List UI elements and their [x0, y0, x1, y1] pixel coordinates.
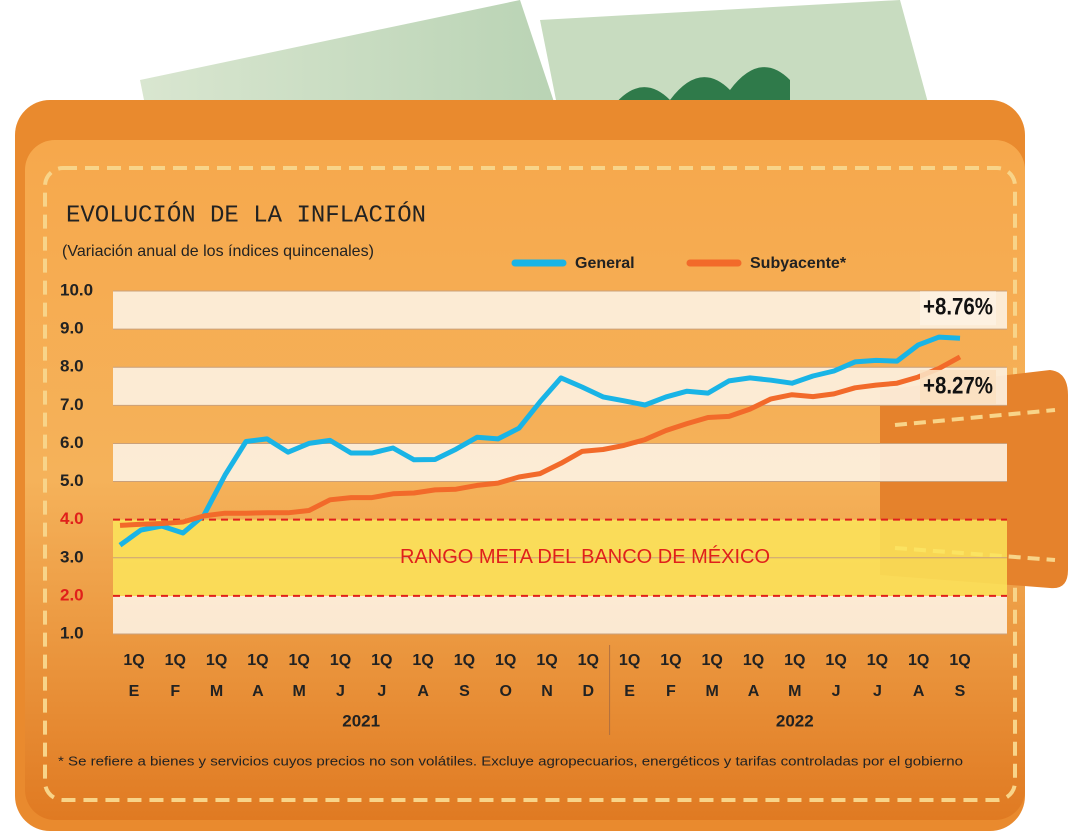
y-tick-label: 2.0 — [60, 585, 84, 604]
y-tick-label: 8.0 — [60, 357, 84, 376]
month-label: S — [459, 683, 470, 700]
x-tick-label: 1Q — [908, 652, 929, 669]
month-label: F — [170, 683, 180, 700]
band — [113, 557, 1007, 596]
target-label: RANGO META DEL BANCO DE MÉXICO — [400, 545, 770, 568]
x-tick-label: 1Q — [949, 652, 970, 669]
band — [113, 595, 1007, 634]
month-label: J — [832, 683, 841, 700]
month-label: F — [666, 683, 676, 700]
x-tick-label: 1Q — [660, 652, 681, 669]
x-tick-label: 1Q — [578, 652, 599, 669]
wallet — [15, 0, 1068, 831]
x-tick-label: 1Q — [619, 652, 640, 669]
y-tick-label: 5.0 — [60, 471, 84, 490]
x-tick-label: 1Q — [412, 652, 433, 669]
month-label: A — [913, 683, 925, 700]
x-tick-label: 1Q — [165, 652, 186, 669]
y-tick-label: 3.0 — [60, 547, 84, 566]
month-label: J — [377, 683, 386, 700]
x-tick-label: 1Q — [702, 652, 723, 669]
month-label: A — [252, 683, 264, 700]
month-label: J — [336, 683, 345, 700]
legend-label: General — [575, 255, 635, 272]
month-label: E — [624, 683, 635, 700]
y-tick-label: 10.0 — [60, 280, 93, 299]
month-label: N — [541, 683, 553, 700]
year-label: 2022 — [776, 711, 814, 730]
month-label: S — [955, 683, 966, 700]
banknote — [140, 0, 560, 130]
legend-label: Subyacente* — [750, 255, 847, 272]
y-tick-label: 4.0 — [60, 509, 84, 528]
x-tick-label: 1Q — [247, 652, 268, 669]
y-tick-label: 6.0 — [60, 433, 84, 452]
plot-area: 1.0 2.0 3.0 4.0 5.0 6.0 7.0 8.0 9.0 10.0 RANGO MET… — [60, 255, 1007, 735]
x-tick-label: 1Q — [330, 652, 351, 669]
month-label: A — [417, 683, 429, 700]
x-tick-label: 1Q — [495, 652, 516, 669]
chart-subtitle: (Variación anual de los índices quincena… — [62, 243, 374, 260]
x-tick-label: 1Q — [743, 652, 764, 669]
x-tick-label: 1Q — [867, 652, 888, 669]
month-label: A — [748, 683, 760, 700]
x-tick-label: 1Q — [825, 652, 846, 669]
chart-title: EVOLUCIÓN DE LA INFLACIÓN — [66, 200, 426, 229]
series-line — [119, 354, 962, 528]
month-label: J — [873, 683, 882, 700]
series-line — [118, 334, 961, 548]
banknote-print — [610, 67, 790, 110]
y-tick-label: 9.0 — [60, 319, 84, 338]
band — [113, 519, 1007, 558]
footnote: * Se refiere a bienes y servicios cuyos … — [58, 753, 963, 768]
x-tick-label: 1Q — [371, 652, 392, 669]
month-label: E — [129, 683, 140, 700]
end-label: +8.27% — [923, 372, 993, 399]
x-tick-label: 1Q — [454, 652, 475, 669]
end-label-box — [920, 369, 996, 404]
month-label: O — [499, 683, 511, 700]
month-label: M — [210, 683, 223, 700]
end-label: +8.76% — [923, 294, 993, 321]
month-label: M — [706, 683, 719, 700]
y-tick-label: 1.0 — [60, 623, 84, 642]
year-label: 2021 — [342, 711, 380, 730]
month-label: D — [583, 683, 595, 700]
x-tick-label: 1Q — [289, 652, 310, 669]
x-tick-label: 1Q — [206, 652, 227, 669]
month-label: M — [293, 683, 306, 700]
x-tick-label: 1Q — [123, 652, 144, 669]
end-label-box — [920, 291, 996, 326]
band — [113, 291, 1007, 330]
y-tick-label: 7.0 — [60, 395, 84, 414]
x-tick-label: 1Q — [536, 652, 557, 669]
month-label: M — [788, 683, 801, 700]
x-tick-label: 1Q — [784, 652, 805, 669]
